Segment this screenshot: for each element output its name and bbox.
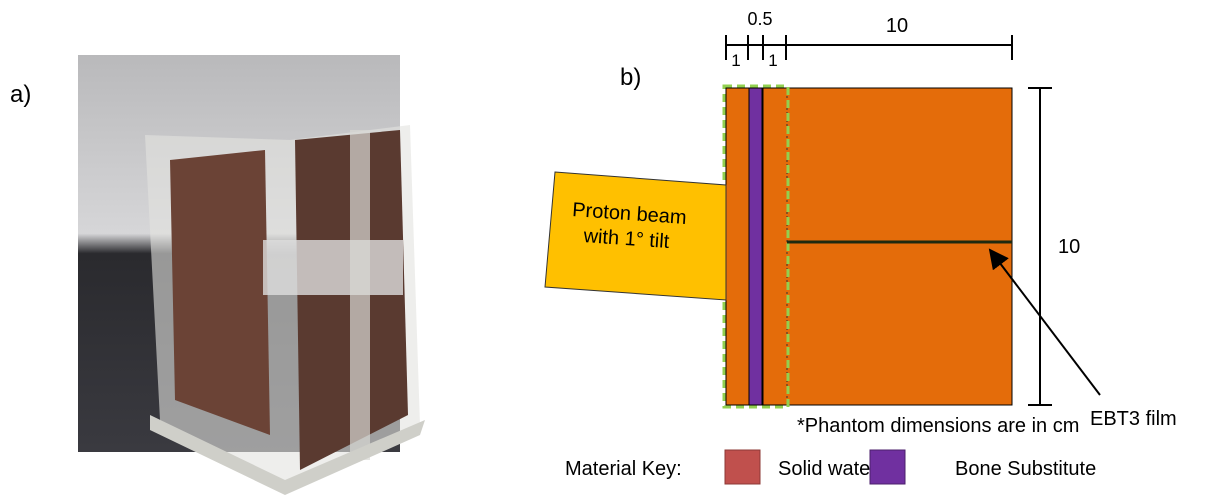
key-item: Bone Substitute (955, 458, 1096, 480)
panel-label: a) (10, 81, 31, 108)
panel-label: b) (620, 64, 641, 91)
phantom (724, 86, 1012, 407)
dimension-label: 1 (731, 51, 740, 70)
key-title: Material Key: (565, 458, 682, 480)
dimension-label: 10 (886, 15, 908, 37)
dimension-label: 1 (768, 51, 777, 70)
film-label: EBT3 film (1090, 408, 1177, 430)
key-swatch (870, 450, 905, 484)
note: *Phantom dimensions are in cm (797, 415, 1079, 437)
dimension-label: 0.5 (747, 9, 772, 29)
key-swatch (725, 450, 760, 484)
figure: a) b) 0.5 10 1 1 10 Proton beam with 1° … (0, 0, 1230, 495)
photo (78, 55, 425, 495)
key-item: Solid water (778, 458, 877, 480)
dimension-label: 10 (1058, 236, 1080, 258)
